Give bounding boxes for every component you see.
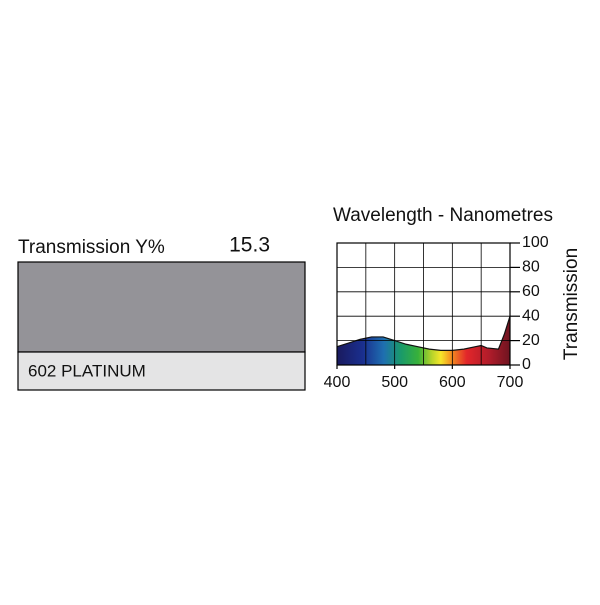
x-tick-label: 400 bbox=[324, 374, 351, 391]
y-tick-label: 100 bbox=[522, 234, 549, 251]
y-tick-label: 60 bbox=[522, 283, 540, 300]
y-tick-label: 20 bbox=[522, 332, 540, 349]
x-tick-label: 700 bbox=[497, 374, 524, 391]
line bbox=[336, 316, 511, 351]
transmission-value: 15.3 bbox=[229, 234, 270, 257]
filter-name: 602 PLATINUM bbox=[28, 361, 146, 380]
plot-frame bbox=[336, 242, 511, 366]
plot: 0 20 40 60 80 100 400 500 600 700 bbox=[324, 234, 549, 391]
name-box bbox=[17, 351, 306, 391]
x-tick-label: 600 bbox=[439, 374, 466, 391]
swatch-label: Transmission Y% bbox=[18, 237, 165, 258]
swatch bbox=[17, 261, 306, 353]
y-tick-label: 40 bbox=[522, 307, 540, 324]
area bbox=[337, 316, 510, 365]
y-tick-label: 80 bbox=[522, 259, 540, 276]
x-tick-label: 500 bbox=[381, 374, 408, 391]
chart-title: Wavelength - Nanometres bbox=[333, 205, 553, 226]
y-axis-label: Transmission bbox=[561, 248, 582, 360]
y-tick-label: 0 bbox=[522, 356, 531, 373]
